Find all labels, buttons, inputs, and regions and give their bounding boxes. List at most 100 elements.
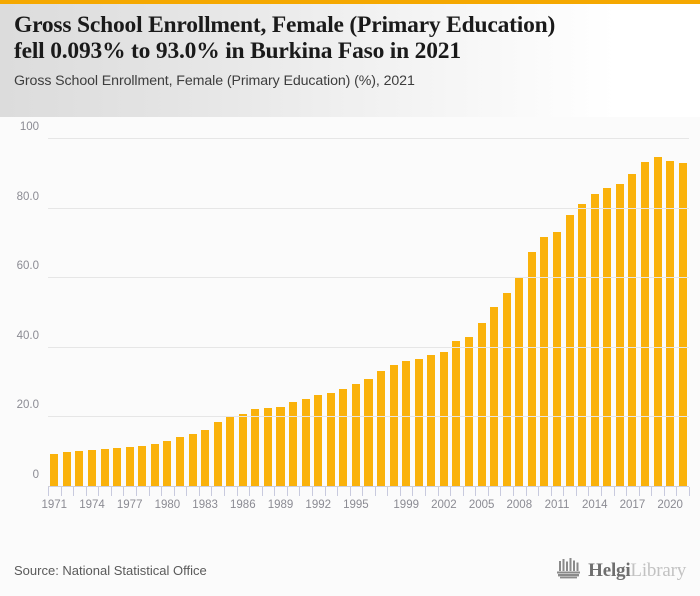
bar-1994[interactable] — [339, 388, 348, 487]
x-axis-tick-label: 2005 — [468, 499, 495, 511]
x-axis-tick — [575, 487, 577, 496]
x-axis-tick — [274, 487, 276, 496]
x-axis-tick — [550, 487, 552, 496]
bar-1977[interactable] — [125, 446, 134, 487]
x-axis-tick — [161, 487, 163, 496]
x-axis-tick — [412, 487, 414, 496]
bar-1972[interactable] — [62, 452, 71, 487]
bar-2006[interactable] — [490, 307, 499, 487]
bar-1988[interactable] — [263, 407, 272, 487]
x-axis-tick-label: 2011 — [544, 499, 570, 511]
x-axis-tick — [613, 487, 615, 496]
bar-2014[interactable] — [590, 193, 599, 487]
bar-2010[interactable] — [540, 237, 549, 487]
bar-1999[interactable] — [402, 361, 411, 487]
y-axis-tick-label: 80.0 — [16, 190, 39, 203]
x-axis-tick — [626, 487, 628, 496]
gridline — [48, 486, 689, 487]
x-axis-tick — [525, 487, 527, 496]
bar-1995[interactable] — [351, 384, 360, 487]
y-axis-tick-label: 0 — [32, 469, 39, 481]
bar-2011[interactable] — [553, 231, 562, 487]
x-axis-tick-label: 2008 — [506, 499, 533, 511]
page-title-line-2: fell 0.093% to 93.0% in Burkina Faso in … — [14, 37, 461, 64]
bar-1996[interactable] — [364, 379, 373, 487]
bar-1992[interactable] — [314, 395, 323, 487]
bar-2004[interactable] — [465, 336, 474, 487]
x-axis-tick — [425, 487, 427, 496]
logo-wordmark-bold: Helgi — [588, 559, 631, 581]
x-axis-tick — [110, 487, 112, 496]
x-axis-tick — [387, 487, 389, 496]
x-axis-tick — [98, 487, 100, 496]
x-axis-tick — [462, 487, 464, 496]
x-axis-tick — [249, 487, 251, 496]
bar-2016[interactable] — [615, 184, 624, 487]
page-subtitle: Gross School Enrollment, Female (Primary… — [14, 73, 415, 89]
bar-1975[interactable] — [100, 448, 109, 487]
x-axis-tick — [487, 487, 489, 496]
bar-1974[interactable] — [87, 450, 96, 487]
bar-2013[interactable] — [578, 204, 587, 487]
bar-2009[interactable] — [527, 252, 536, 487]
bar-1983[interactable] — [201, 429, 210, 487]
bar-1989[interactable] — [276, 406, 285, 487]
y-axis-tick-label: 40.0 — [16, 329, 39, 342]
x-axis-tick — [48, 487, 49, 496]
x-axis-tick-label: 1995 — [343, 499, 369, 511]
x-axis-tick-label: 1980 — [154, 499, 181, 511]
x-axis-tick — [450, 487, 452, 496]
gridline — [48, 138, 689, 139]
bar-2005[interactable] — [477, 323, 486, 487]
bar-2019[interactable] — [653, 157, 662, 487]
bar-1978[interactable] — [138, 445, 147, 487]
x-axis-tick-label: 2014 — [581, 499, 608, 511]
source-label: Source: National Statistical Office — [14, 563, 207, 578]
bar-2020[interactable] — [666, 160, 675, 487]
x-axis-tick — [261, 487, 263, 496]
x-axis-tick — [236, 487, 238, 496]
bar-2007[interactable] — [502, 292, 511, 487]
bar-1998[interactable] — [389, 364, 398, 487]
x-axis-tick — [299, 487, 301, 496]
bar-2021[interactable] — [678, 163, 687, 487]
x-axis-tick — [337, 487, 339, 496]
bar-1985[interactable] — [226, 416, 235, 487]
bar-2001[interactable] — [427, 354, 436, 487]
bar-1976[interactable] — [113, 448, 122, 487]
bar-2015[interactable] — [603, 187, 612, 487]
x-axis-tick-label: 2017 — [619, 499, 646, 511]
bar-1984[interactable] — [213, 421, 222, 487]
x-axis-tick-label: 1986 — [230, 499, 256, 511]
bar-2002[interactable] — [439, 351, 448, 487]
x-axis-tick — [173, 487, 175, 496]
bar-1993[interactable] — [326, 392, 335, 487]
x-axis-tick — [651, 487, 653, 496]
accent-top-border — [0, 0, 700, 4]
bar-2003[interactable] — [452, 341, 461, 487]
bar-1981[interactable] — [175, 437, 184, 487]
bar-1973[interactable] — [75, 451, 84, 487]
bar-series — [48, 139, 689, 487]
page-title-line-1: Gross School Enrollment, Female (Primary… — [14, 12, 556, 38]
bar-1979[interactable] — [150, 443, 159, 487]
x-axis-tick — [513, 487, 515, 496]
x-axis-tick — [223, 487, 225, 496]
bar-1987[interactable] — [251, 409, 260, 487]
bar-1986[interactable] — [238, 413, 247, 487]
bar-1971[interactable] — [50, 453, 59, 487]
bar-2012[interactable] — [565, 214, 574, 487]
bar-2017[interactable] — [628, 173, 637, 487]
bar-2018[interactable] — [640, 161, 650, 487]
x-axis-tick — [588, 487, 590, 496]
bar-1990[interactable] — [289, 402, 298, 487]
helgi-library-logo[interactable]: HelgiLibrary — [556, 557, 686, 584]
bar-1980[interactable] — [163, 441, 172, 487]
bar-2000[interactable] — [414, 358, 423, 487]
bar-1991[interactable] — [301, 398, 310, 487]
bar-2008[interactable] — [515, 277, 524, 487]
bar-1982[interactable] — [188, 433, 197, 487]
bar-1997[interactable] — [377, 371, 386, 487]
y-axis-tick-label: 60.0 — [16, 260, 39, 273]
